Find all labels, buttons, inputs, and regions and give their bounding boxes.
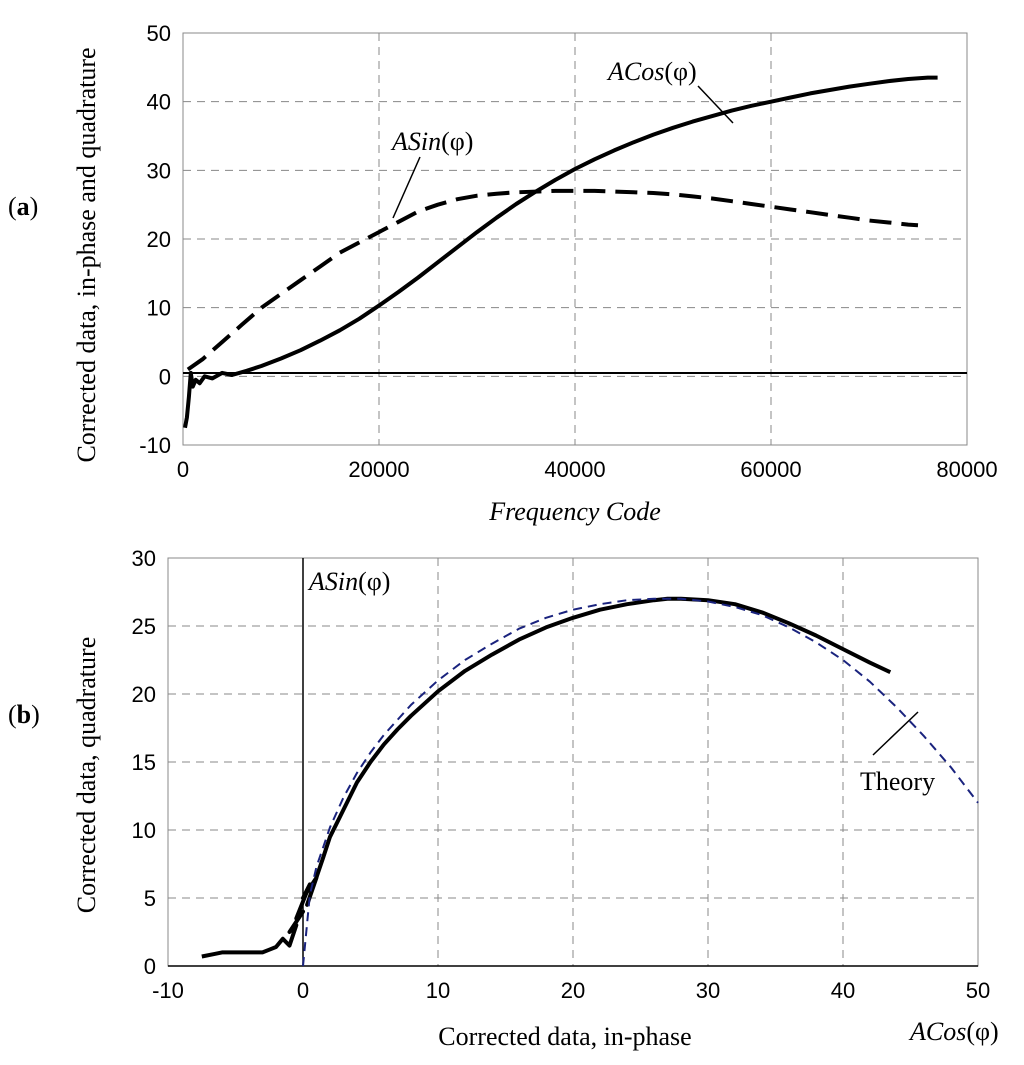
panel-a-label-letter: a	[17, 192, 30, 221]
panel-b-y-axis-title: Corrected data, quadrature	[72, 637, 101, 913]
panel-a-y-ticks: -10 0 10 20 30 40 50	[139, 21, 171, 458]
panel-a-asin-label: ASin(φ)	[390, 127, 473, 156]
panel-a-acos-label-fn: ACos	[606, 57, 664, 86]
panel-a-y-tick-label: 20	[147, 227, 171, 252]
panel-b-y-ticks: 0 5 10 15 20 25 30	[132, 546, 156, 979]
panel-b-series-measured-line	[201, 596, 892, 959]
panel-a-acos-label: ACos(φ)	[606, 57, 697, 86]
panel-b-label: (b)	[8, 700, 40, 729]
panel-a-asin-leader	[392, 156, 421, 219]
panel-b-y-tick-label: 30	[132, 546, 156, 571]
panel-b-x-tick-label: -10	[152, 978, 184, 1003]
panel-b-x-tick-label: 0	[297, 978, 309, 1003]
panel-a-gridlines	[183, 33, 967, 445]
panel-a-series-asin-line	[186, 188, 919, 372]
panel-a-series	[183, 75, 938, 429]
panel-a-x-tick-label: 60000	[740, 457, 801, 482]
panel-b-x-tick-label: 50	[966, 978, 990, 1003]
panel-a-x-axis-title: Frequency Code	[488, 497, 661, 526]
panel-a-x-tick-label: 80000	[936, 457, 997, 482]
panel-a-x-tick-label: 0	[177, 457, 189, 482]
panel-b-acos-axis-label-arg: (φ)	[966, 1017, 998, 1046]
panel-b-y-tick-label: 20	[132, 682, 156, 707]
panel-b-x-tick-label: 40	[831, 978, 855, 1003]
panel-a-y-tick-label: 10	[147, 296, 171, 321]
panel-a-acos-leader	[697, 85, 734, 124]
panel-a-y-tick-label: -10	[139, 433, 171, 458]
panel-b-x-tick-label: 20	[561, 978, 585, 1003]
panel-a-x-ticks: 0 20000 40000 60000 80000	[177, 457, 998, 482]
panel-a-x-tick-label: 20000	[348, 457, 409, 482]
panel-a-y-tick-label: 40	[147, 90, 171, 115]
panel-a-y-tick-label: 30	[147, 158, 171, 183]
panel-b-x-axis-title: Corrected data, in-phase	[438, 1022, 691, 1051]
panel-b-acos-axis-label: ACos(φ)	[908, 1017, 999, 1046]
panel-b-x-ticks: -10 0 10 20 30 40 50	[152, 978, 990, 1003]
panel-b-y-tick-label: 25	[132, 614, 156, 639]
panel-b-label-letter: b	[17, 700, 31, 729]
panel-a-asin-label-arg: (φ)	[441, 127, 473, 156]
panel-a-y-axis-title: Corrected data, in-phase and quadrature	[72, 47, 101, 462]
panel-b-y-tick-label: 15	[132, 750, 156, 775]
panel-a-y-tick-label: 0	[159, 364, 171, 389]
panel-b-y-tick-label: 5	[144, 886, 156, 911]
panel-b-series-theory-line	[302, 597, 979, 967]
panel-b-theory-label: Theory	[860, 767, 935, 796]
panel-a-label: (a)	[8, 192, 38, 221]
panel-b-asin-axis-label-arg: (φ)	[358, 567, 390, 596]
panel-b-x-tick-label: 10	[426, 978, 450, 1003]
panel-a-y-tick-label: 50	[147, 21, 171, 46]
panel-a-acos-label-arg: (φ)	[664, 57, 696, 86]
panel-b-y-tick-label: 0	[144, 954, 156, 979]
panel-b-asin-axis-label: ASin(φ)	[307, 567, 390, 596]
panel-a-x-tick-label: 40000	[544, 457, 605, 482]
panel-a-asin-label-fn: ASin	[390, 127, 441, 156]
panel-b-acos-axis-label-fn: ACos	[908, 1017, 966, 1046]
panel-b-series	[201, 596, 979, 967]
panel-b-theory-leader	[872, 711, 919, 756]
panel-b-y-tick-label: 10	[132, 818, 156, 843]
panel-a-series-acos-line	[183, 75, 938, 429]
panel-b-asin-axis-label-fn: ASin	[307, 567, 358, 596]
panel-b-x-tick-label: 30	[696, 978, 720, 1003]
